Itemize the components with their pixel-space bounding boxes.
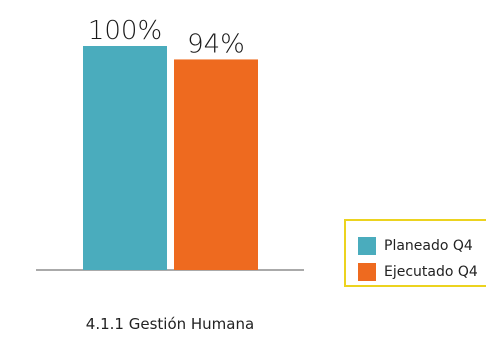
legend-swatch-planeado [358,237,376,255]
legend-item-ejecutado: Ejecutado Q4 [358,262,478,282]
bar-ejecutado [174,59,258,270]
data-label-ejecutado: 94% [187,29,245,59]
bar-planeado [83,46,167,270]
legend: Planeado Q4 Ejecutado Q4 [344,219,486,287]
labels-layer: 100% 94% [88,16,245,59]
data-label-planeado: 100% [88,16,162,46]
legend-swatch-ejecutado [358,263,376,281]
bars-layer [83,46,258,270]
legend-label-planeado: Planeado Q4 [384,238,473,254]
legend-item-planeado: Planeado Q4 [358,236,473,256]
legend-label-ejecutado: Ejecutado Q4 [384,264,478,280]
category-label: 4.1.1 Gestión Humana [86,315,254,333]
